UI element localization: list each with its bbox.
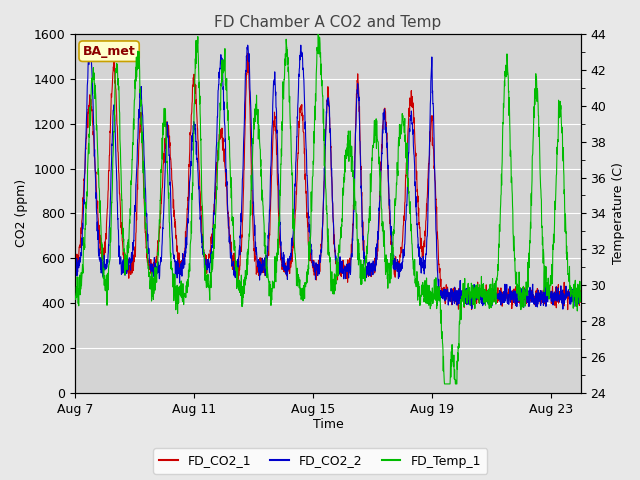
Y-axis label: CO2 (ppm): CO2 (ppm) [15,180,28,248]
Y-axis label: Temperature (C): Temperature (C) [612,163,625,264]
Text: BA_met: BA_met [83,45,136,58]
Title: FD Chamber A CO2 and Temp: FD Chamber A CO2 and Temp [214,15,442,30]
X-axis label: Time: Time [312,419,344,432]
Legend: FD_CO2_1, FD_CO2_2, FD_Temp_1: FD_CO2_1, FD_CO2_2, FD_Temp_1 [153,448,487,474]
